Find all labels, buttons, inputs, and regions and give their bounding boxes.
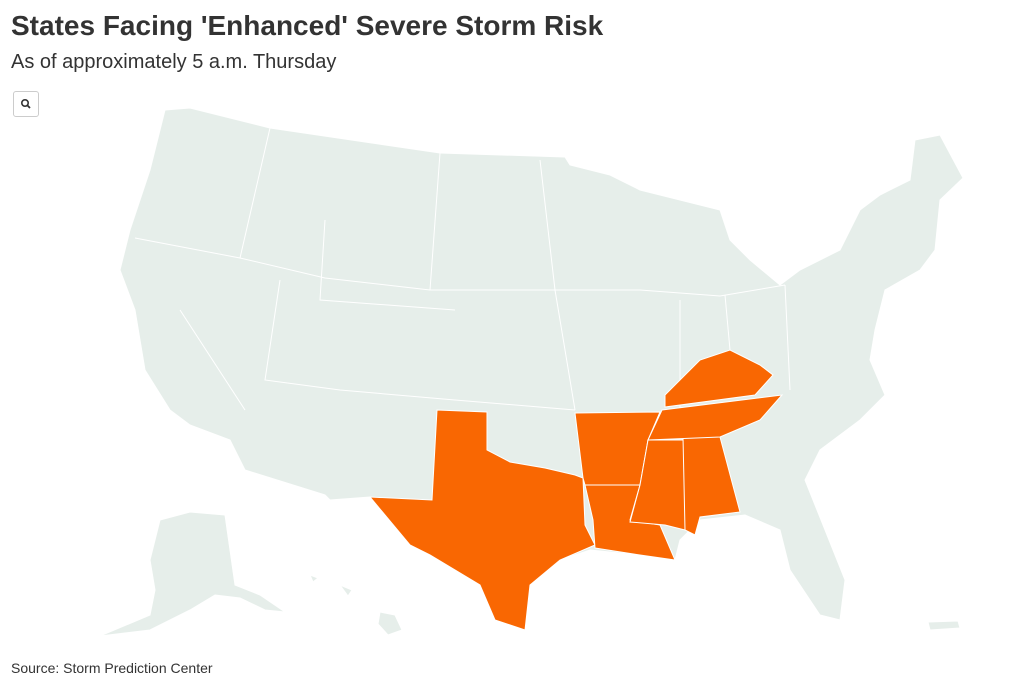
subtitle: As of approximately 5 a.m. Thursday: [11, 51, 337, 73]
highlighted-states: [368, 349, 784, 631]
search-icon: [21, 99, 31, 109]
zoom-button[interactable]: [13, 91, 39, 117]
base-states: [99, 107, 964, 637]
map: [99, 107, 964, 637]
state: [368, 409, 596, 631]
alaska: [99, 511, 286, 637]
hawaii: [309, 574, 403, 636]
state-borders: [134, 127, 791, 420]
state: [664, 349, 774, 408]
title: States Facing 'Enhanced' Severe Storm Ri…: [11, 10, 604, 41]
source: Source: Storm Prediction Center: [11, 660, 213, 676]
lower-48: [119, 107, 964, 631]
state: [647, 394, 784, 441]
puerto-rico: [927, 620, 961, 631]
